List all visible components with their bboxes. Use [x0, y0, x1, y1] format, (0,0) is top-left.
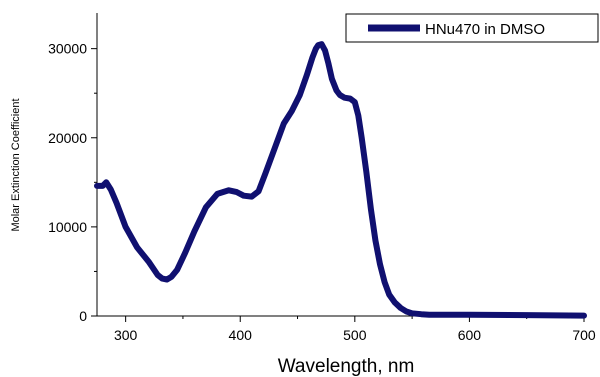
y-tick-label: 30000 [48, 41, 87, 57]
x-tick-label: 300 [114, 327, 138, 343]
x-tick-label: 600 [458, 327, 482, 343]
x-ticks: 300 400 500 600 700 [114, 316, 596, 343]
y-tick-label: 10000 [48, 219, 87, 235]
y-axis-title: Molar Extinction Coefficient [10, 98, 22, 231]
series-layer [94, 41, 587, 319]
x-tick-label: 700 [572, 327, 596, 343]
axes [96, 13, 584, 317]
x-tick-label: 400 [229, 327, 253, 343]
legend-box [345, 13, 599, 43]
legend: HNu470 in DMSO [345, 13, 599, 43]
y-ticks: 0 10000 20000 30000 [48, 41, 97, 324]
y-tick-label: 0 [79, 308, 87, 324]
x-tick-label: 500 [343, 327, 367, 343]
series-line-0 [94, 41, 587, 319]
y-tick-label: 20000 [48, 130, 87, 146]
x-axis-title: Wavelength, nm [278, 356, 415, 377]
legend-label: HNu470 in DMSO [425, 21, 545, 38]
